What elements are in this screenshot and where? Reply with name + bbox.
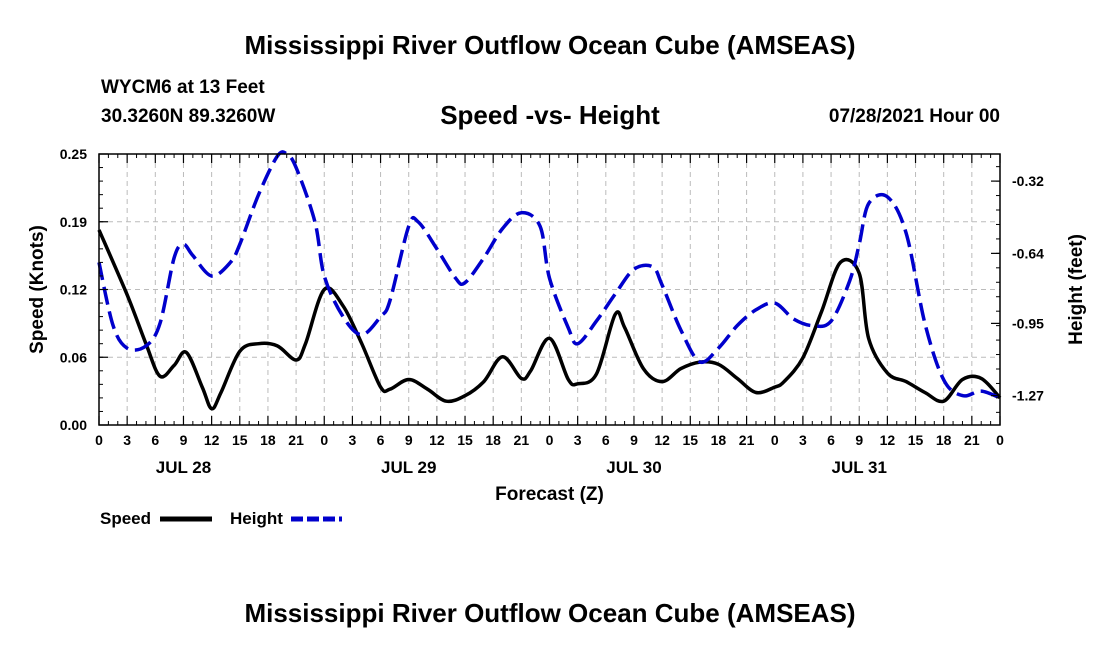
- bottom-title: Mississippi River Outflow Ocean Cube (AM…: [244, 598, 856, 628]
- chart-subtitle: Speed -vs- Height: [0, 100, 1100, 131]
- axes-layer: 0 3 6 9 12 15 18 21 0 3 6 9 12 15 18 21 0 3 6 9 12 15 18 21 0 3 6 9…: [60, 146, 1044, 477]
- x-tick-label: 12: [654, 432, 670, 448]
- x-tick-label: 12: [880, 432, 896, 448]
- x-tick-label: 21: [964, 432, 980, 448]
- x-tick-label: 6: [602, 432, 610, 448]
- x-tick-label: 0: [996, 432, 1004, 448]
- x-tick-label: 15: [682, 432, 698, 448]
- y2-axis-label: Height (feet): [1066, 234, 1087, 345]
- y-tick-label: 0.25: [60, 146, 87, 162]
- x-tick-label: 21: [739, 432, 755, 448]
- x-tick-label: 9: [630, 432, 638, 448]
- y-tick-label: 0.12: [60, 282, 87, 298]
- x-tick-label: 21: [514, 432, 530, 448]
- x-tick-label: 18: [936, 432, 952, 448]
- x-tick-label: 0: [546, 432, 554, 448]
- series-line-height: [97, 150, 1001, 400]
- station-label: WYCM6 at 13 Feet: [101, 77, 265, 98]
- x-tick-label: 3: [574, 432, 582, 448]
- x-tick-label: 18: [485, 432, 501, 448]
- x-tick-label: 0: [95, 432, 103, 448]
- x-axis-label: Forecast (Z): [495, 484, 604, 505]
- x-tick-label: 3: [123, 432, 131, 448]
- grid-lines: [99, 154, 1000, 425]
- x-tick-label: 9: [855, 432, 863, 448]
- y-tick-label: 0.19: [60, 214, 87, 230]
- y2-tick-label: -0.64: [1012, 245, 1044, 261]
- x-tick-label: 3: [799, 432, 807, 448]
- x-tick-label: 12: [204, 432, 220, 448]
- x-tick-label: 12: [429, 432, 445, 448]
- y-tick-label: 0.06: [60, 349, 87, 365]
- y2-tick-label: -1.27: [1012, 388, 1044, 404]
- x-tick-label: 6: [827, 432, 835, 448]
- series-layer: [97, 150, 1002, 411]
- x-tick-label: 9: [405, 432, 413, 448]
- day-label: JUL 29: [381, 458, 436, 477]
- day-label: JUL 31: [831, 458, 886, 477]
- x-tick-label: 0: [771, 432, 779, 448]
- x-tick-label: 21: [288, 432, 304, 448]
- top-title: Mississippi River Outflow Ocean Cube (AM…: [244, 30, 856, 60]
- x-tick-label: 15: [232, 432, 248, 448]
- x-tick-label: 18: [711, 432, 727, 448]
- x-tick-label: 6: [151, 432, 159, 448]
- day-label: JUL 28: [156, 458, 211, 477]
- legend-speed-label: Speed: [100, 509, 151, 528]
- x-tick-label: 3: [349, 432, 357, 448]
- y2-tick-label: -0.32: [1012, 173, 1044, 189]
- day-label: JUL 30: [606, 458, 661, 477]
- datetime-label: 07/28/2021 Hour 00: [828, 106, 1000, 127]
- x-tick-label: 15: [908, 432, 924, 448]
- x-tick-label: 15: [457, 432, 473, 448]
- y-axis-label: Speed (Knots): [27, 225, 48, 354]
- legend-height-label: Height: [230, 509, 283, 528]
- y-tick-label: 0.00: [60, 417, 87, 433]
- x-tick-label: 0: [320, 432, 328, 448]
- coordinates-label: 30.3260N 89.3260W: [101, 106, 276, 127]
- legend: Speed Height: [100, 509, 342, 528]
- x-tick-label: 9: [180, 432, 188, 448]
- y2-tick-label: -0.95: [1012, 315, 1044, 331]
- series-line-speed: [97, 229, 1002, 411]
- x-tick-label: 6: [377, 432, 385, 448]
- x-tick-label: 18: [260, 432, 276, 448]
- chart-subtitle-text: Speed -vs- Height: [440, 100, 660, 130]
